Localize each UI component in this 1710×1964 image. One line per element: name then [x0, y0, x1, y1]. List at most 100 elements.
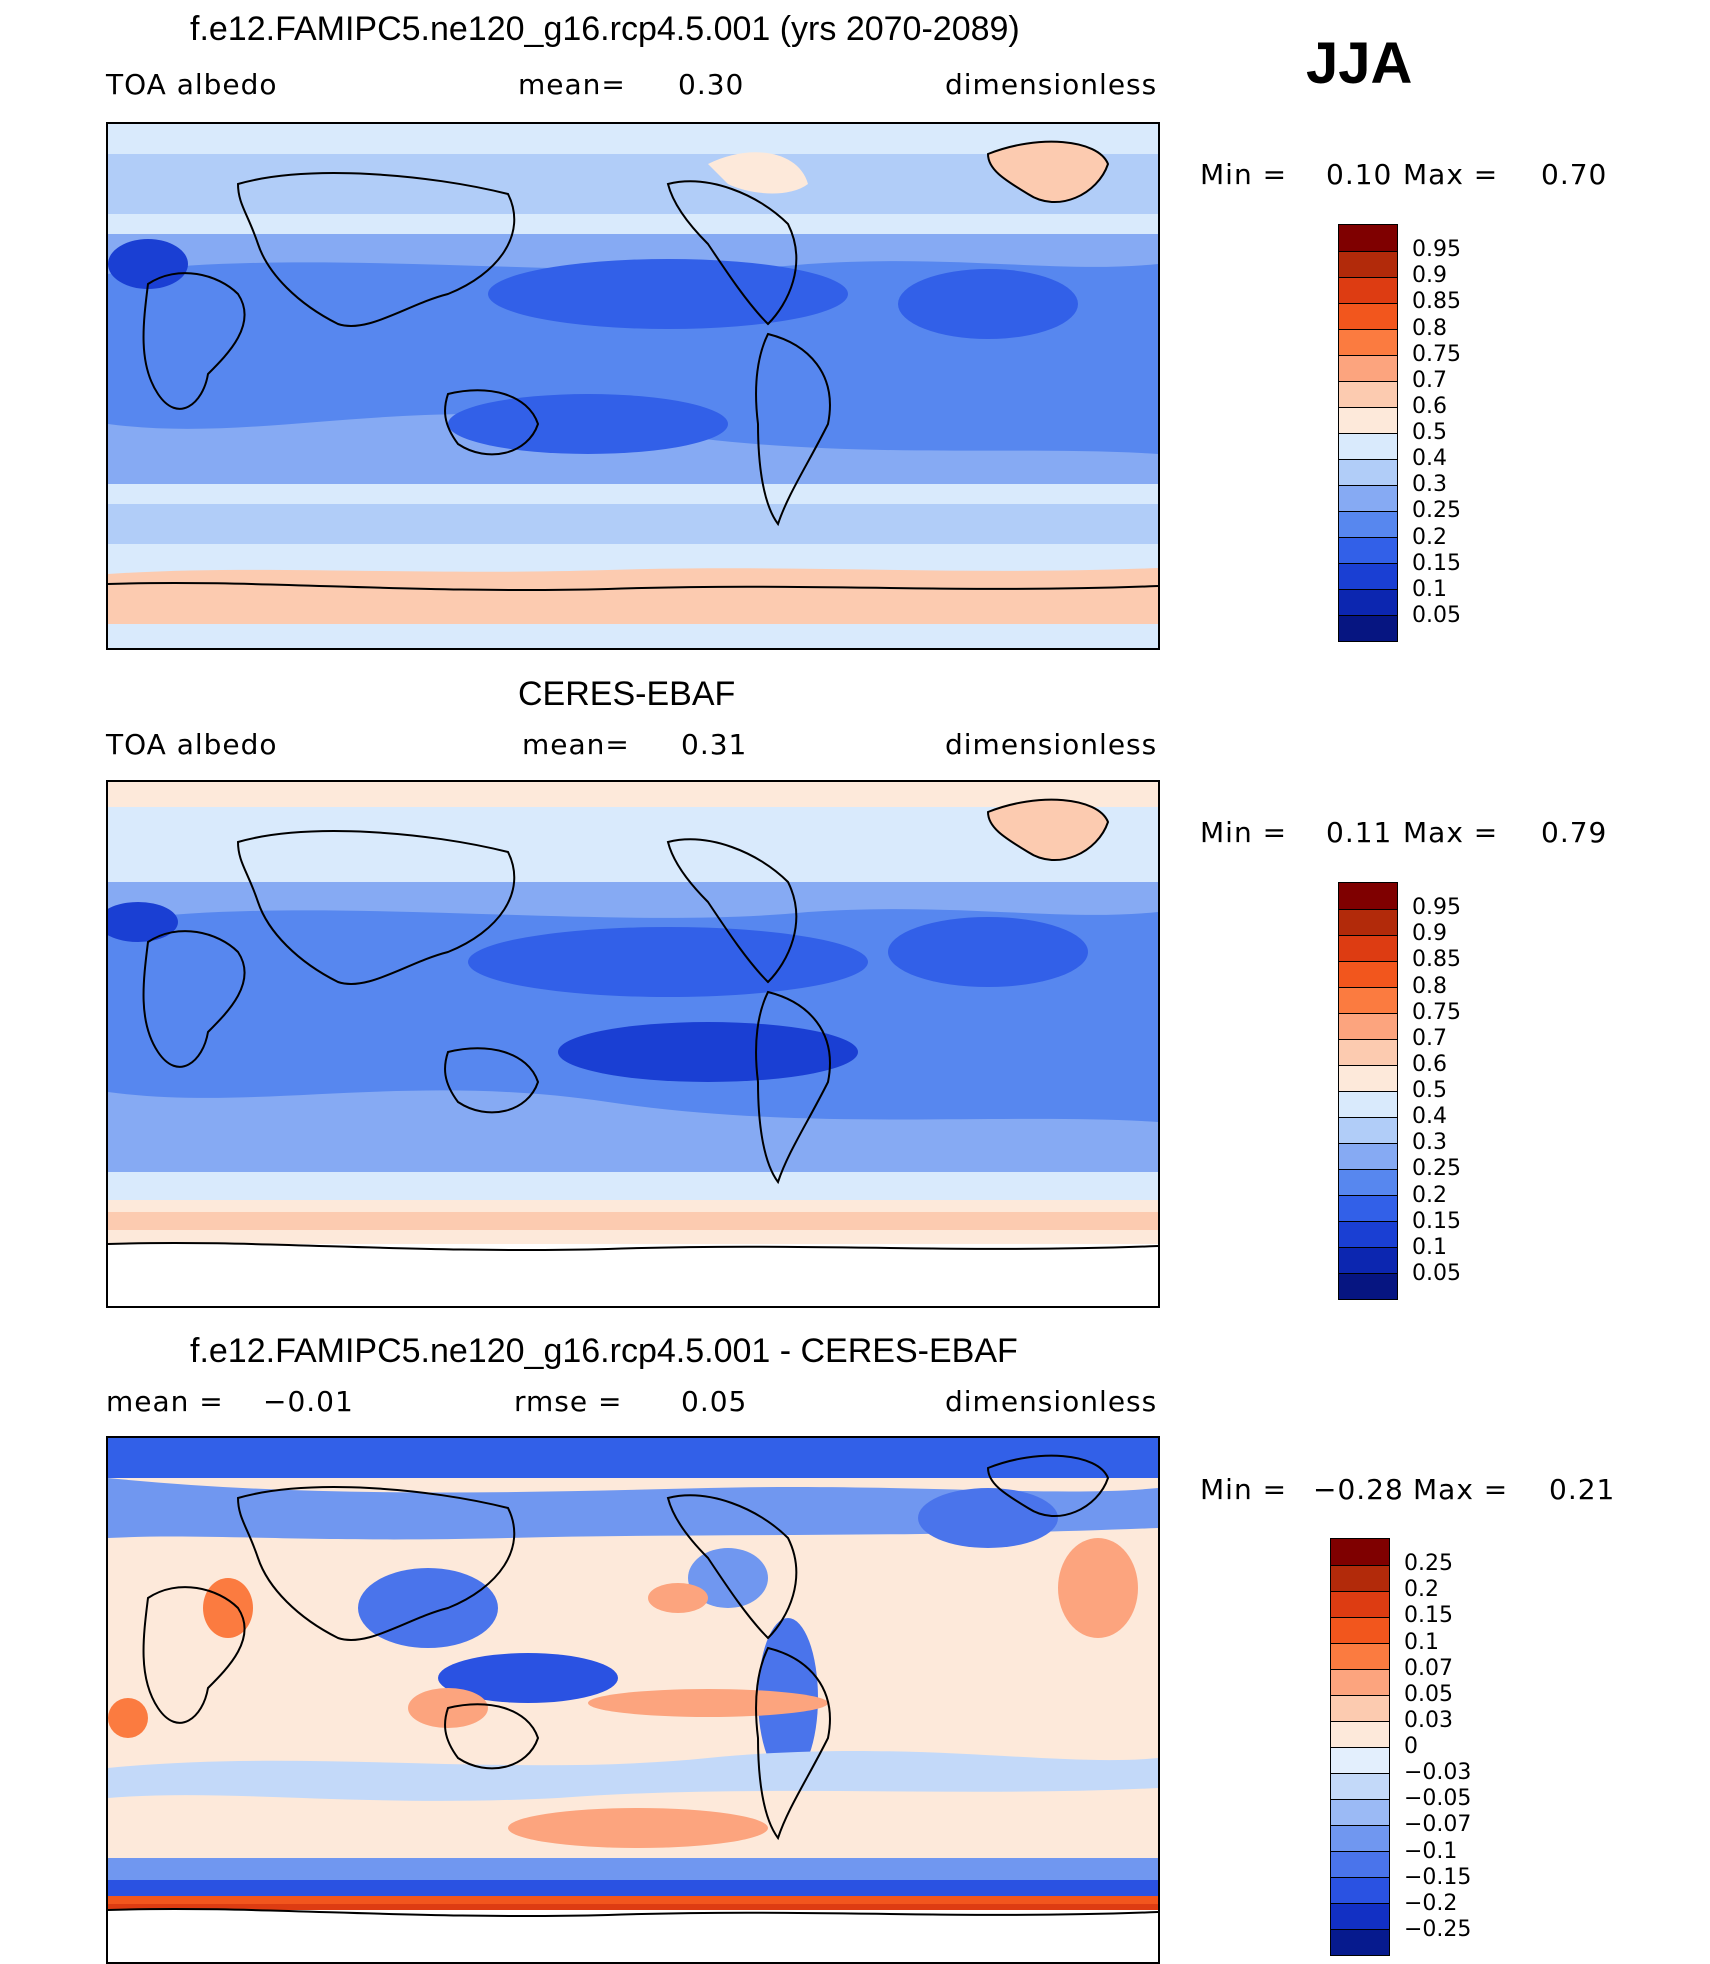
panel1-map-graphic [108, 124, 1158, 648]
colorbar-tick-label: 0.9 [1412, 263, 1447, 289]
panel2-colorbar-labels: 0.95 0.9 0.85 0.8 0.75 0.7 0.6 0.5 0.4 0.3 0.25 0.2… [1412, 882, 1512, 1300]
colorbar-swatch [1339, 909, 1397, 935]
colorbar-tick-label: 0.1 [1412, 576, 1447, 602]
colorbar-tick-label: 0.75 [1412, 999, 1461, 1025]
colorbar-swatch [1339, 615, 1397, 641]
colorbar-tick-label: 0.95 [1412, 237, 1461, 263]
colorbar-swatch [1331, 1643, 1389, 1669]
colorbar-swatch [1339, 883, 1397, 909]
colorbar-tick-label: 0.05 [1404, 1681, 1453, 1707]
colorbar-swatch [1339, 961, 1397, 987]
colorbar-tick-label: −0.15 [1404, 1864, 1472, 1890]
colorbar-tick-label: 0.15 [1404, 1603, 1453, 1629]
panel2-colorbar [1338, 882, 1398, 1300]
panel1-max-label: Max = [1403, 158, 1499, 191]
colorbar-tick-label: −0.1 [1404, 1838, 1458, 1864]
colorbar-swatch [1339, 407, 1397, 433]
panel3-min-label: Min = [1200, 1473, 1288, 1506]
colorbar-swatch [1339, 563, 1397, 589]
colorbar-tick-label: 0.5 [1412, 1078, 1447, 1103]
colorbar-tick-label: −0.07 [1404, 1812, 1472, 1838]
panel2-min-value: 0.11 [1326, 816, 1393, 849]
colorbar-tick-label: 0.5 [1412, 420, 1447, 445]
panel2-min-label: Min = [1200, 816, 1288, 849]
colorbar-swatch [1339, 511, 1397, 537]
panel2-title: CERES-EBAF [518, 675, 736, 713]
colorbar-tick-label: 0.4 [1412, 446, 1447, 472]
colorbar-tick-label: 0.6 [1412, 1051, 1447, 1077]
panel2-units: dimensionless [945, 728, 1158, 761]
panel2-map-graphic [108, 782, 1158, 1306]
colorbar-tick-label: 0.6 [1412, 393, 1447, 419]
colorbar-swatch [1331, 1591, 1389, 1617]
colorbar-tick-label: 0.1 [1404, 1629, 1439, 1655]
colorbar-tick-label: 0.3 [1412, 472, 1447, 498]
colorbar-tick-label: 0.2 [1404, 1577, 1439, 1603]
season-label: JJA [1306, 31, 1413, 96]
panel3-rmse-label: rmse = [514, 1385, 623, 1418]
colorbar-swatch [1339, 355, 1397, 381]
colorbar-tick-label: 0.25 [1412, 498, 1461, 524]
panel3-colorbar-labels: 0.25 0.2 0.15 0.1 0.07 0.05 0.03 0 −0.03 −0.05 −0.… [1404, 1538, 1514, 1956]
colorbar-swatch [1331, 1877, 1389, 1903]
colorbar-swatch [1339, 1247, 1397, 1273]
colorbar-tick-label: 0.25 [1412, 1156, 1461, 1182]
panel3-mean-value: −0.01 [263, 1385, 354, 1418]
colorbar-tick-label: 0.2 [1412, 1182, 1447, 1208]
colorbar-tick-label: 0.4 [1412, 1104, 1447, 1130]
colorbar-tick-label: −0.05 [1404, 1786, 1472, 1812]
colorbar-swatch [1339, 277, 1397, 303]
panel3-min-value: −0.28 [1313, 1473, 1404, 1506]
colorbar-swatch [1339, 251, 1397, 277]
colorbar-swatch [1339, 459, 1397, 485]
panel1-map [106, 122, 1160, 650]
panel1-variable-label: TOA albedo [106, 68, 278, 101]
colorbar-swatch [1331, 1799, 1389, 1825]
panel3-colorbar [1330, 1538, 1390, 1956]
colorbar-tick-label: 0.1 [1412, 1234, 1447, 1260]
colorbar-tick-label: 0.2 [1412, 524, 1447, 550]
panel3-max-label: Max = [1413, 1473, 1509, 1506]
colorbar-swatch [1339, 381, 1397, 407]
colorbar-tick-label: 0.3 [1412, 1130, 1447, 1156]
panel3-units: dimensionless [945, 1385, 1158, 1418]
colorbar-swatch [1331, 1773, 1389, 1799]
panel1-min-value: 0.10 [1326, 158, 1393, 191]
colorbar-tick-label: 0.03 [1404, 1707, 1453, 1733]
colorbar-swatch [1339, 1039, 1397, 1065]
panel2-mean-value: 0.31 [681, 728, 748, 761]
colorbar-swatch [1339, 1221, 1397, 1247]
colorbar-swatch [1331, 1825, 1389, 1851]
panel1-max-value: 0.70 [1541, 158, 1608, 191]
colorbar-swatch [1339, 433, 1397, 459]
panel3-title: f.e12.FAMIPC5.ne120_g16.rcp4.5.001 - CER… [190, 1332, 1018, 1370]
colorbar-swatch [1331, 1669, 1389, 1695]
panel1-colorbar [1338, 224, 1398, 642]
colorbar-swatch [1331, 1695, 1389, 1721]
colorbar-swatch [1339, 225, 1397, 251]
colorbar-swatch [1331, 1747, 1389, 1773]
colorbar-tick-label: 0.05 [1412, 1260, 1461, 1286]
panel3-max-value: 0.21 [1549, 1473, 1616, 1506]
colorbar-tick-label: 0.25 [1404, 1551, 1453, 1577]
colorbar-tick-label: 0.85 [1412, 289, 1461, 315]
colorbar-swatch [1339, 1169, 1397, 1195]
colorbar-swatch [1331, 1903, 1389, 1929]
panel2-mean-label: mean= [522, 728, 630, 761]
panel2-map [106, 780, 1160, 1308]
colorbar-tick-label: −0.03 [1404, 1760, 1472, 1786]
colorbar-tick-label: 0.9 [1412, 921, 1447, 947]
colorbar-tick-label: 0.8 [1412, 315, 1447, 341]
colorbar-tick-label: 0.15 [1412, 550, 1461, 576]
colorbar-swatch [1339, 1273, 1397, 1299]
panel3-map-graphic [108, 1438, 1158, 1962]
colorbar-swatch [1331, 1565, 1389, 1591]
colorbar-swatch [1331, 1617, 1389, 1643]
colorbar-swatch [1339, 1091, 1397, 1117]
panel3-map [106, 1436, 1160, 1964]
colorbar-tick-label: 0.75 [1412, 341, 1461, 367]
colorbar-swatch [1339, 485, 1397, 511]
panel1-min-label: Min = [1200, 158, 1288, 191]
colorbar-tick-label: 0.7 [1412, 367, 1447, 393]
colorbar-tick-label: 0.07 [1404, 1655, 1453, 1681]
